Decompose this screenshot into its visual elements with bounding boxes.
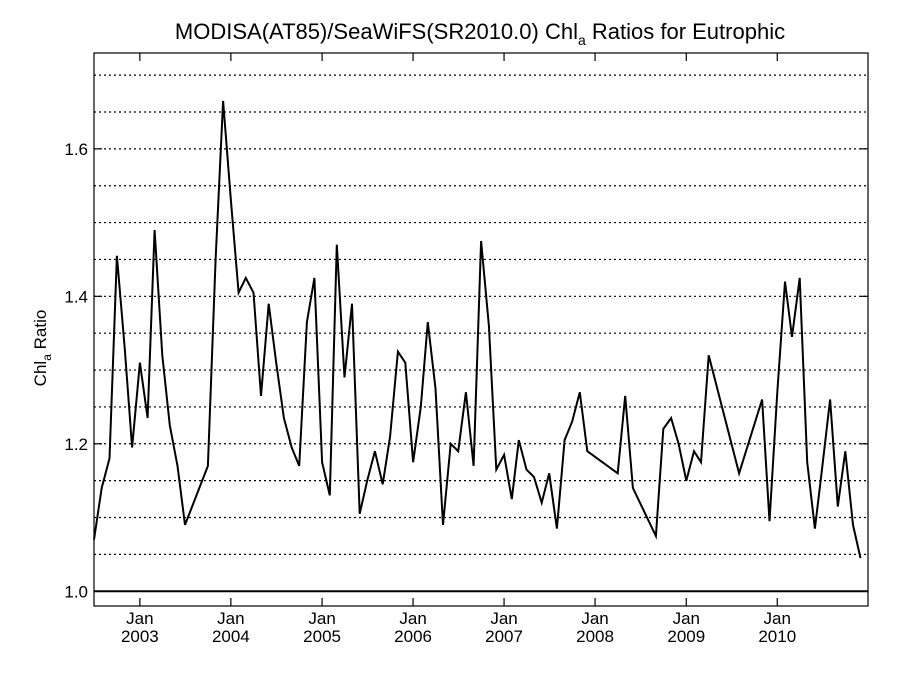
x-tick-month-label: Jan bbox=[764, 609, 791, 628]
x-axis-ticks: Jan2003Jan2004Jan2005Jan2006Jan2007Jan20… bbox=[121, 53, 796, 646]
y-tick-label: 1.0 bbox=[64, 582, 88, 601]
x-tick-year-label: 2008 bbox=[576, 627, 614, 646]
y-tick-label: 1.4 bbox=[64, 287, 88, 306]
plot-area: 1.01.21.41.6 Jan2003Jan2004Jan2005Jan200… bbox=[64, 52, 869, 646]
y-tick-label: 1.6 bbox=[64, 140, 88, 159]
x-tick-year-label: 2007 bbox=[485, 627, 523, 646]
x-tick-year-label: 2006 bbox=[394, 627, 432, 646]
x-tick-month-label: Jan bbox=[673, 609, 700, 628]
x-tick-year-label: 2005 bbox=[303, 627, 341, 646]
x-tick-year-label: 2004 bbox=[212, 627, 250, 646]
chart-title-subscript: a bbox=[578, 32, 586, 48]
x-tick-month-label: Jan bbox=[126, 609, 153, 628]
x-tick-month-label: Jan bbox=[490, 609, 517, 628]
plot-frame bbox=[93, 52, 869, 607]
x-tick-month-label: Jan bbox=[399, 609, 426, 628]
x-tick-month-label: Jan bbox=[217, 609, 244, 628]
y-tick-label: 1.2 bbox=[64, 435, 88, 454]
series-line bbox=[93, 100, 862, 559]
x-tick-year-label: 2009 bbox=[667, 627, 705, 646]
x-tick-year-label: 2010 bbox=[758, 627, 796, 646]
gridlines bbox=[94, 74, 868, 555]
y-axis-label: Chla Ratio bbox=[31, 310, 54, 387]
y-axis-ticks: 1.0 1.2 1.4 1.6 bbox=[64, 140, 868, 601]
x-tick-year-label: 2003 bbox=[121, 627, 159, 646]
chart-title: MODISA(AT85)/SeaWiFS(SR2010.0) Chla Rati… bbox=[175, 19, 785, 48]
x-tick-month-label: Jan bbox=[581, 609, 608, 628]
x-tick-month-label: Jan bbox=[308, 609, 335, 628]
